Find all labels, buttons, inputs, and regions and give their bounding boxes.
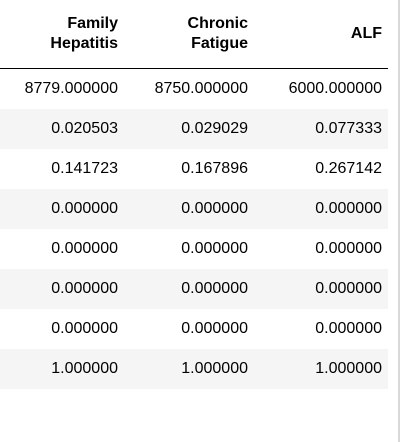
table-cell: 0.000000 [254,189,388,229]
table-cell: 0.000000 [51,240,118,257]
table-row: 8779.000000 8750.000000 6000.000000 [0,69,388,110]
table-cell: 0.000000 [51,320,118,337]
table-cell: 0.000000 [124,269,254,309]
header-row: Family Hepatitis Chronic Fatigue ALF [0,0,388,69]
column-header-chronic-fatigue: Chronic Fatigue [124,0,254,69]
table-cell: 0.029029 [124,109,254,149]
table-cell: 6000.000000 [288,80,382,97]
table-cell: 0.000000 [254,269,388,309]
table-cell: 0.267142 [315,160,382,177]
table-cell: 0.000000 [0,269,124,309]
table-header: Family Hepatitis Chronic Fatigue ALF [0,0,388,69]
table-cell: 0.000000 [315,320,382,337]
table-cell: 0.000000 [315,240,382,257]
table-cell: 0.141723 [51,160,118,177]
table-row: 0.000000 0.000000 0.000000 [0,269,388,309]
table-cell: 8779.000000 [24,80,118,97]
table-cell: 0.020503 [0,109,124,149]
table-body: 8779.000000 8750.000000 6000.000000 0.02… [0,69,388,389]
table-row: 0.000000 0.000000 0.000000 [0,229,388,269]
table-cell: 0.000000 [124,189,254,229]
table-row: 0.141723 0.167896 0.267142 [0,149,388,189]
table-cell: 0.167896 [181,160,248,177]
table-row: 0.000000 0.000000 0.000000 [0,309,388,349]
table-cell: 0.000000 [181,320,248,337]
table-row: 0.020503 0.029029 0.077333 [0,109,388,149]
stats-table: Family Hepatitis Chronic Fatigue ALF 877… [0,0,388,389]
table-row: 1.000000 1.000000 1.000000 [0,349,388,389]
table-cell: 1.000000 [0,349,124,389]
table-cell: 0.077333 [254,109,388,149]
table-cell: 1.000000 [124,349,254,389]
table-cell: 0.000000 [0,189,124,229]
table-cell: 8750.000000 [154,80,248,97]
table-cell: 0.000000 [181,240,248,257]
table-row: 0.000000 0.000000 0.000000 [0,189,388,229]
column-header-alf: ALF [254,0,388,69]
column-header-family-hepatitis: Family Hepatitis [0,0,124,69]
table-cell: 1.000000 [254,349,388,389]
